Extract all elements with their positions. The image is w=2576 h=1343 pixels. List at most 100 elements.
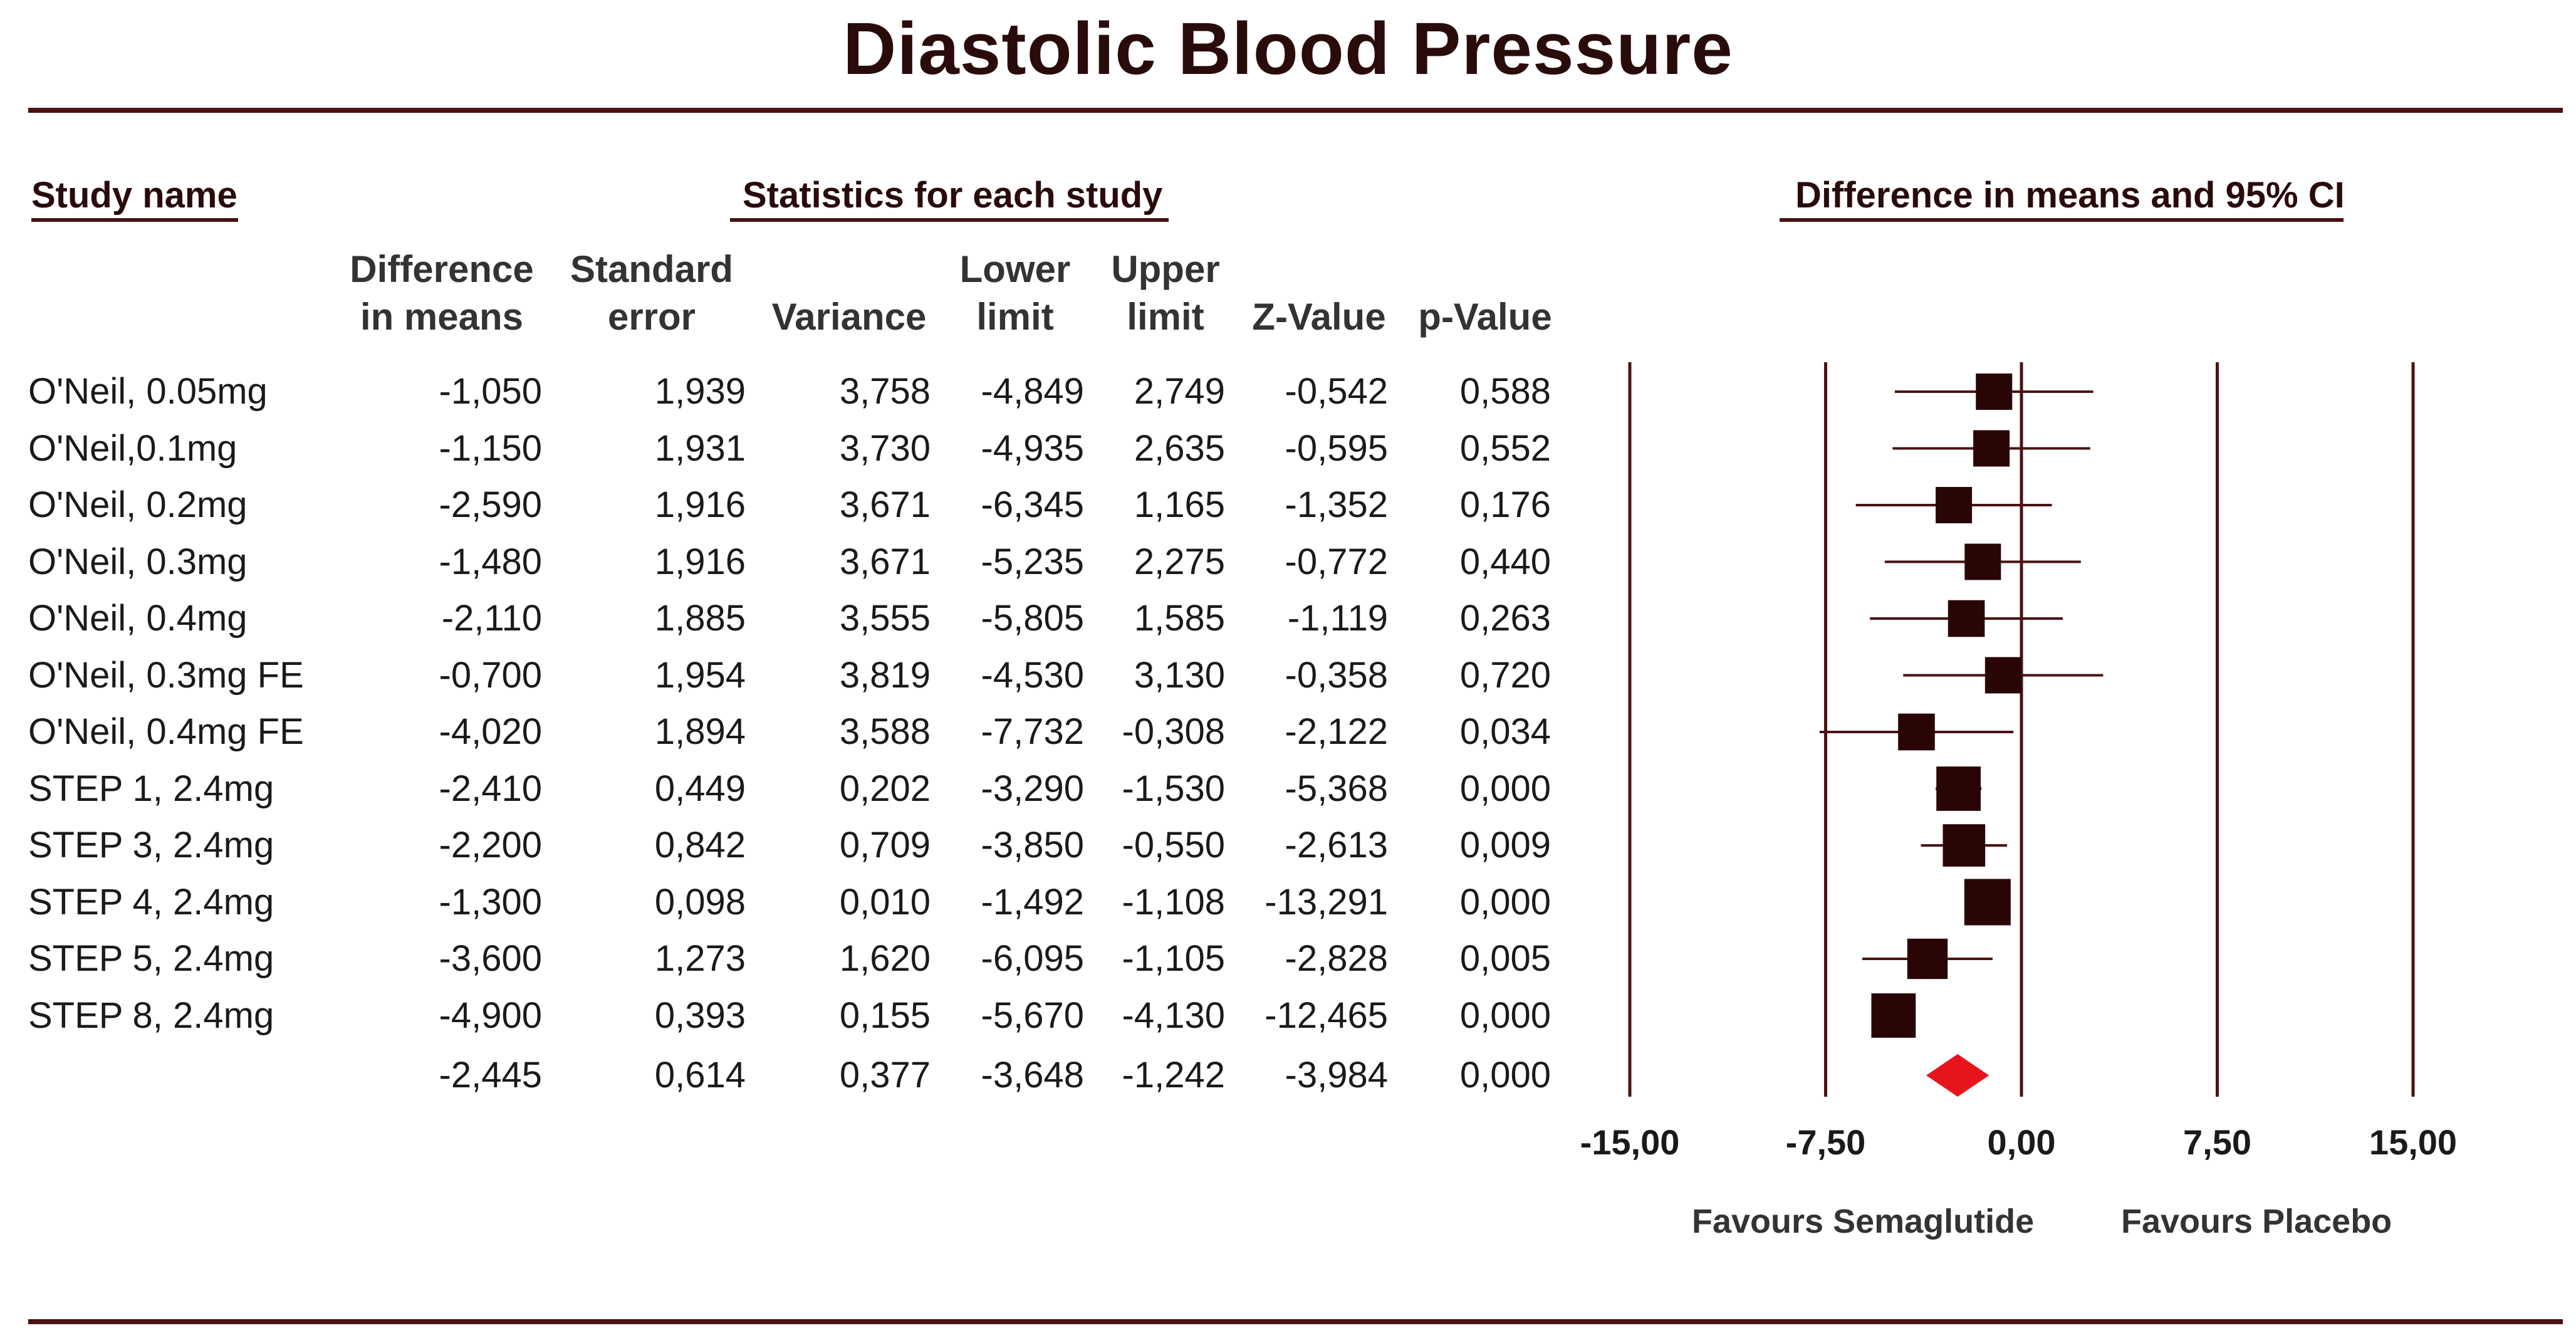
statistics-header: Statistics for each study — [743, 175, 1163, 216]
study-name-cell: O'Neil, 0.4mg FE — [28, 711, 304, 752]
ci-header: Difference in means and 95% CI — [1795, 175, 2345, 216]
study-name-cell: O'Neil, 0.4mg — [28, 598, 248, 639]
lower-limit-cell: -6,345 — [981, 484, 1084, 525]
z-value-cell: -5,368 — [1285, 768, 1388, 809]
diff-cell: -1,480 — [439, 541, 542, 582]
study-name-cell: O'Neil, 0.3mg — [28, 541, 248, 582]
x-tick-label: 15,00 — [2369, 1122, 2458, 1162]
se-cell: 1,939 — [654, 371, 746, 412]
lower-limit-cell: -7,732 — [981, 711, 1084, 752]
diff-cell: -0,700 — [439, 654, 542, 696]
column-header-line2: Z-Value — [1252, 296, 1386, 338]
favours-left-label: Favours Semaglutide — [1692, 1203, 2035, 1240]
diff-cell: -2,110 — [441, 598, 542, 639]
lower-limit-cell: -4,935 — [981, 427, 1084, 469]
se-cell: 1,954 — [654, 654, 746, 696]
study-name-underline — [31, 218, 238, 222]
column-header-line2: in means — [360, 296, 524, 338]
p-value-cell: 0,552 — [1459, 427, 1551, 469]
column-header: Difference in means — [316, 246, 567, 341]
upper-limit-cell: 3,130 — [1134, 654, 1225, 696]
upper-limit-cell: 2,275 — [1134, 541, 1225, 582]
effect-marker — [1907, 938, 1948, 980]
se-cell: 0,614 — [654, 1055, 746, 1095]
upper-limit-cell: -1,530 — [1122, 768, 1225, 809]
variance-cell: 3,671 — [839, 541, 931, 582]
study-name-cell: STEP 4, 2.4mg — [28, 881, 274, 922]
upper-limit-cell: 1,165 — [1134, 484, 1225, 525]
se-cell: 1,916 — [654, 484, 746, 525]
column-header: Upper limit — [1040, 246, 1291, 341]
z-value-cell: -0,542 — [1285, 371, 1388, 412]
variance-cell: 0,709 — [839, 825, 931, 865]
study-name-cell: STEP 1, 2.4mg — [28, 768, 274, 809]
lower-limit-cell: -5,235 — [981, 541, 1084, 582]
se-cell: 0,393 — [654, 995, 746, 1036]
diff-cell: -2,590 — [439, 484, 542, 525]
lower-limit-cell: -6,095 — [981, 938, 1084, 979]
top-rule — [28, 108, 2563, 113]
p-value-cell: 0,000 — [1459, 881, 1551, 922]
p-value-cell: 0,005 — [1459, 938, 1551, 979]
p-value-cell: 0,000 — [1459, 1055, 1551, 1095]
variance-cell: 3,555 — [839, 598, 931, 639]
study-name-cell: STEP 8, 2.4mg — [28, 995, 274, 1036]
diff-cell: -4,020 — [439, 711, 542, 752]
variance-cell: 3,730 — [839, 427, 931, 469]
diff-cell: -1,150 — [439, 427, 542, 469]
se-cell: 1,931 — [654, 427, 746, 469]
effect-marker — [1936, 766, 1981, 811]
lower-limit-cell: -1,492 — [981, 881, 1084, 922]
upper-limit-cell: -1,242 — [1122, 1055, 1225, 1095]
effect-marker — [1936, 487, 1973, 523]
z-value-cell: -13,291 — [1265, 881, 1388, 922]
effect-marker — [1964, 879, 2011, 926]
z-value-cell: -0,595 — [1285, 427, 1388, 469]
column-header-line1: Upper — [1111, 248, 1220, 290]
lower-limit-cell: -5,805 — [981, 598, 1084, 639]
p-value-cell: 0,263 — [1459, 598, 1551, 639]
lower-limit-cell: -3,850 — [981, 825, 1084, 865]
variance-cell: 0,377 — [839, 1055, 931, 1095]
se-cell: 0,449 — [654, 768, 746, 809]
p-value-cell: 0,720 — [1459, 654, 1551, 696]
column-header: p-Value — [1360, 246, 1610, 341]
effect-marker — [1948, 600, 1985, 637]
column-header-line1: Difference — [350, 248, 534, 290]
se-cell: 0,842 — [654, 825, 746, 865]
column-header: Standard error — [526, 246, 777, 341]
diff-cell: -4,900 — [439, 995, 542, 1036]
se-cell: 1,894 — [654, 711, 746, 752]
z-value-cell: -2,122 — [1285, 711, 1388, 752]
diff-cell: -3,600 — [439, 938, 542, 979]
z-value-cell: -2,613 — [1285, 825, 1388, 865]
x-tick-label: 7,50 — [2183, 1122, 2251, 1162]
effect-marker — [1984, 657, 2021, 694]
summary-diamond — [1926, 1054, 1989, 1097]
z-value-cell: -2,828 — [1285, 938, 1388, 979]
column-header: Z-Value — [1194, 246, 1444, 341]
effect-marker — [1976, 374, 2013, 410]
effect-marker — [1964, 543, 2001, 580]
upper-limit-cell: -0,308 — [1122, 711, 1225, 752]
effect-marker — [1898, 713, 1935, 751]
variance-cell: 3,819 — [839, 654, 931, 696]
effect-marker — [1973, 430, 2010, 467]
column-header-line2: limit — [976, 296, 1054, 338]
p-value-cell: 0,009 — [1459, 825, 1551, 865]
variance-cell: 3,588 — [839, 711, 931, 752]
column-header-line2: Variance — [771, 296, 927, 338]
column-header-line1: Standard — [570, 248, 734, 290]
column-header: Variance — [724, 246, 974, 341]
variance-cell: 0,155 — [839, 995, 931, 1036]
se-cell: 1,273 — [654, 938, 746, 979]
x-tick-label: 0,00 — [1987, 1122, 2056, 1162]
z-value-cell: -12,465 — [1265, 995, 1388, 1036]
diff-cell: -1,300 — [439, 881, 542, 922]
z-value-cell: -3,984 — [1285, 1055, 1388, 1095]
column-header-line2: p-Value — [1418, 296, 1552, 338]
lower-limit-cell: -3,290 — [981, 768, 1084, 809]
x-tick-label: -15,00 — [1580, 1122, 1680, 1162]
z-value-cell: -1,119 — [1287, 598, 1388, 639]
